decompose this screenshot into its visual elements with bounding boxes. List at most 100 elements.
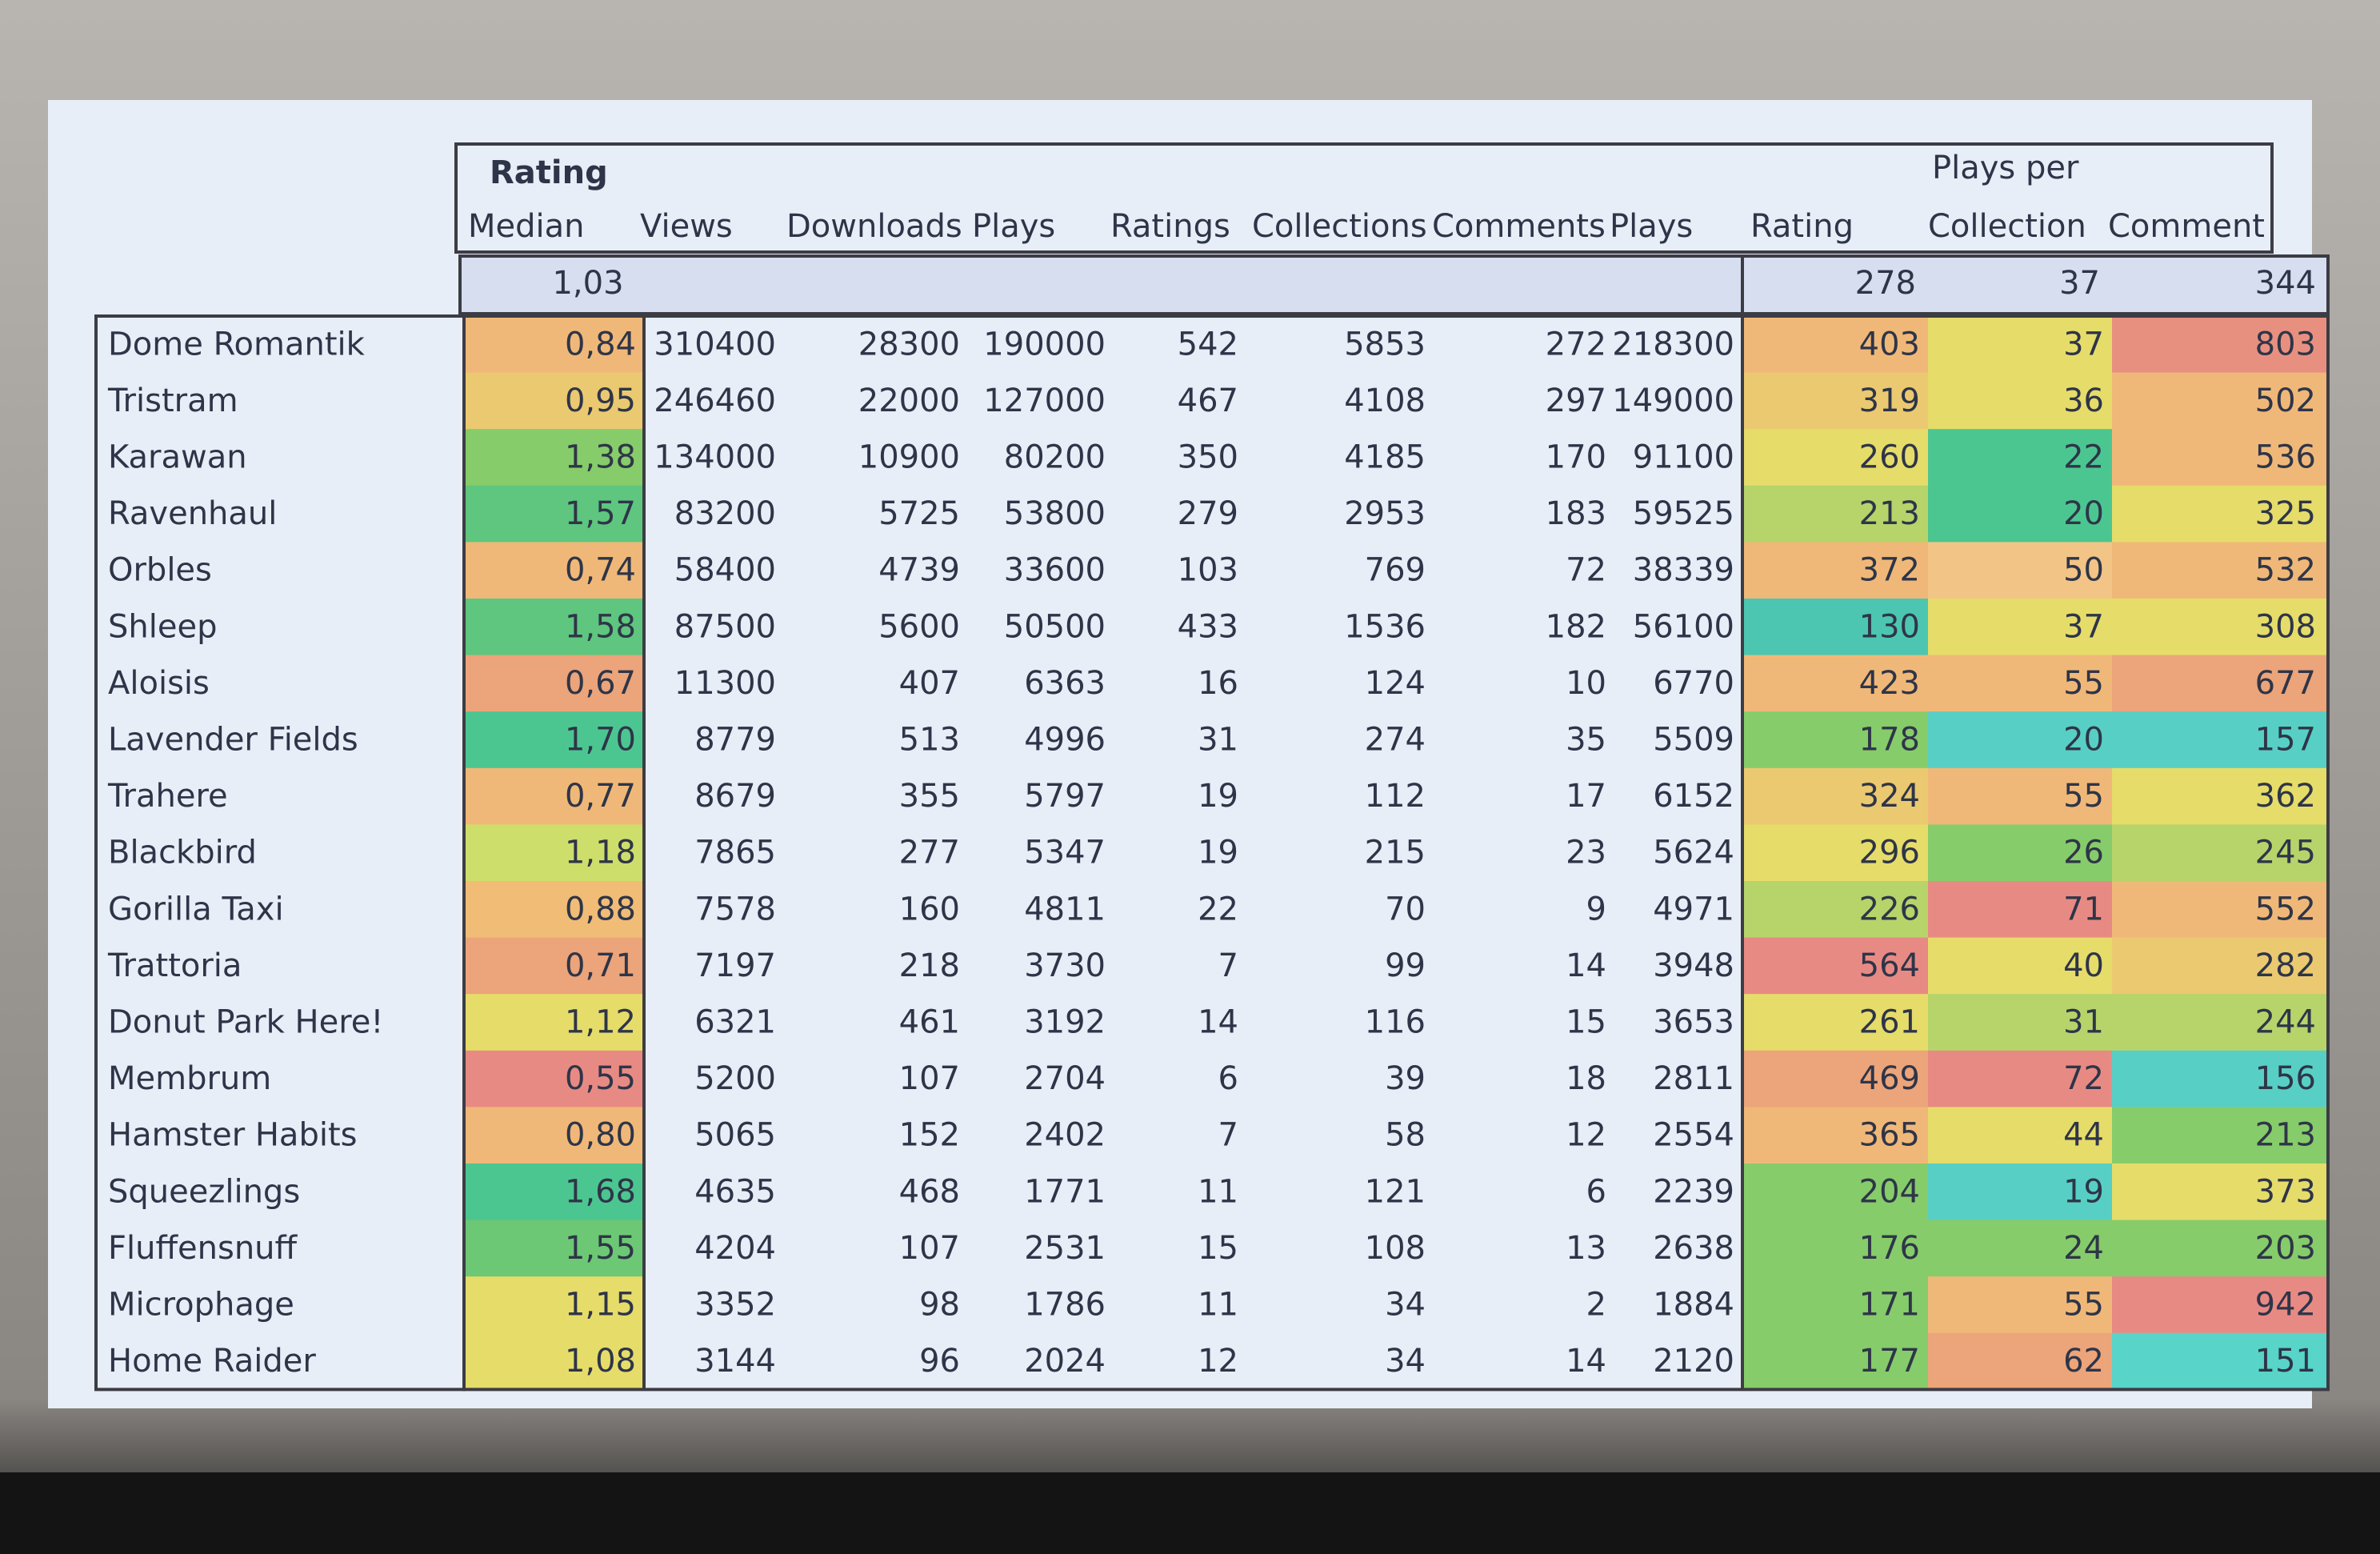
cell-value: 6 xyxy=(1218,1060,1238,1097)
cell-value: 56100 xyxy=(1633,608,1734,645)
cell-value: 103 xyxy=(1178,552,1238,589)
cell-value: 5600 xyxy=(878,608,960,645)
cell-value: 513 xyxy=(899,722,960,759)
cell-value: 55 xyxy=(2063,778,2104,815)
row-name: Trattoria xyxy=(107,947,242,984)
cell-value: 24 xyxy=(2063,1230,2104,1267)
cell-value: 2704 xyxy=(1024,1060,1106,1097)
row-name: Home Raider xyxy=(108,1343,316,1380)
cell-value: 177 xyxy=(1859,1343,1920,1380)
cell-value: 72 xyxy=(1566,552,1606,589)
cell-value: 297 xyxy=(1546,382,1606,419)
cell-value: 20 xyxy=(2063,495,2104,532)
cell-value: 204 xyxy=(1859,1173,1920,1210)
row-name: Gorilla Taxi xyxy=(108,891,284,927)
heat-cell xyxy=(1928,372,2112,430)
cell-value: 39 xyxy=(1385,1060,1426,1097)
summary-value: 1,03 xyxy=(552,265,623,302)
heat-cell xyxy=(1928,1220,2112,1277)
row-name: Membrum xyxy=(108,1060,271,1097)
cell-value: 11 xyxy=(1198,1173,1238,1210)
cell-value: 22 xyxy=(1198,891,1238,927)
cell-value: 4185 xyxy=(1344,439,1426,476)
cell-value: 272 xyxy=(1546,326,1606,362)
cell-value: 170 xyxy=(1546,439,1606,476)
cell-value: 372 xyxy=(1859,552,1920,589)
cell-value: 14 xyxy=(1566,1343,1606,1380)
cell-value: 116 xyxy=(1365,1004,1426,1041)
heat-cell xyxy=(1744,937,1928,995)
heat-cell xyxy=(2112,1220,2328,1277)
heat-cell xyxy=(1744,1220,1928,1277)
cell-value: 99 xyxy=(1385,947,1426,984)
cell-value: 2402 xyxy=(1024,1117,1106,1154)
cell-value: 942 xyxy=(2255,1287,2316,1324)
cell-value: 8779 xyxy=(694,722,776,759)
cell-value: 6770 xyxy=(1653,665,1734,702)
heat-cell xyxy=(2112,881,2328,939)
cell-value: 22000 xyxy=(858,382,960,419)
cell-value: 310400 xyxy=(654,326,776,362)
cell-value: 542 xyxy=(1178,326,1238,362)
cell-value: 156 xyxy=(2255,1060,2316,1097)
heat-cell xyxy=(464,994,644,1051)
cell-value: 16 xyxy=(1198,665,1238,702)
cell-value: 803 xyxy=(2255,326,2316,362)
cell-value: 1,12 xyxy=(565,1004,636,1041)
cell-value: 423 xyxy=(1859,665,1920,702)
cell-value: 112 xyxy=(1365,778,1426,815)
heat-cell xyxy=(464,429,644,487)
heat-cell xyxy=(1928,1163,2112,1221)
cell-value: 71 xyxy=(2063,891,2104,927)
group-title: Plays per xyxy=(1932,150,2079,186)
column-header: Views xyxy=(640,208,733,245)
heat-cell xyxy=(1744,372,1928,430)
cell-value: 4971 xyxy=(1653,891,1734,927)
column-header: Plays xyxy=(972,208,1055,245)
heat-cell xyxy=(464,1332,644,1390)
heat-cell xyxy=(464,1220,644,1277)
heat-cell xyxy=(1928,1050,2112,1107)
heat-cell xyxy=(1744,655,1928,712)
cell-value: 36 xyxy=(2063,382,2104,419)
heat-cell xyxy=(464,711,644,769)
heat-cell xyxy=(2112,767,2328,825)
floor xyxy=(0,1472,2380,1554)
heat-cell xyxy=(1928,599,2112,656)
cell-value: 10900 xyxy=(858,439,960,476)
cell-value: 279 xyxy=(1178,495,1238,532)
cell-value: 2 xyxy=(1586,1287,1606,1324)
cell-value: 80200 xyxy=(1004,439,1106,476)
heat-cell xyxy=(2112,655,2328,712)
heat-cell xyxy=(1928,542,2112,599)
cell-value: 260 xyxy=(1859,439,1920,476)
heat-cell xyxy=(464,599,644,656)
cell-value: 769 xyxy=(1365,552,1426,589)
heat-cell xyxy=(1744,542,1928,599)
cell-value: 4996 xyxy=(1024,722,1106,759)
cell-value: 98 xyxy=(919,1287,960,1324)
column-header: Plays xyxy=(1610,208,1693,245)
cell-value: 469 xyxy=(1859,1060,1920,1097)
cell-value: 403 xyxy=(1859,326,1920,362)
cell-value: 4204 xyxy=(694,1230,776,1267)
cell-value: 532 xyxy=(2255,552,2316,589)
cell-value: 10 xyxy=(1566,665,1606,702)
column-header: Collections xyxy=(1252,208,1427,245)
cell-value: 552 xyxy=(2255,891,2316,927)
cell-value: 0,84 xyxy=(565,326,636,362)
cell-value: 362 xyxy=(2255,778,2316,815)
table-box xyxy=(462,314,2330,1392)
cell-value: 218 xyxy=(899,947,960,984)
column-header: Downloads xyxy=(786,208,962,245)
heat-cell xyxy=(464,316,644,374)
heat-cell xyxy=(464,1107,644,1164)
cell-value: 350 xyxy=(1178,439,1238,476)
cell-value: 215 xyxy=(1365,835,1426,871)
cell-value: 536 xyxy=(2255,439,2316,476)
heat-cell xyxy=(1928,881,2112,939)
cell-value: 6363 xyxy=(1024,665,1106,702)
row-name: Orbles xyxy=(108,552,212,589)
